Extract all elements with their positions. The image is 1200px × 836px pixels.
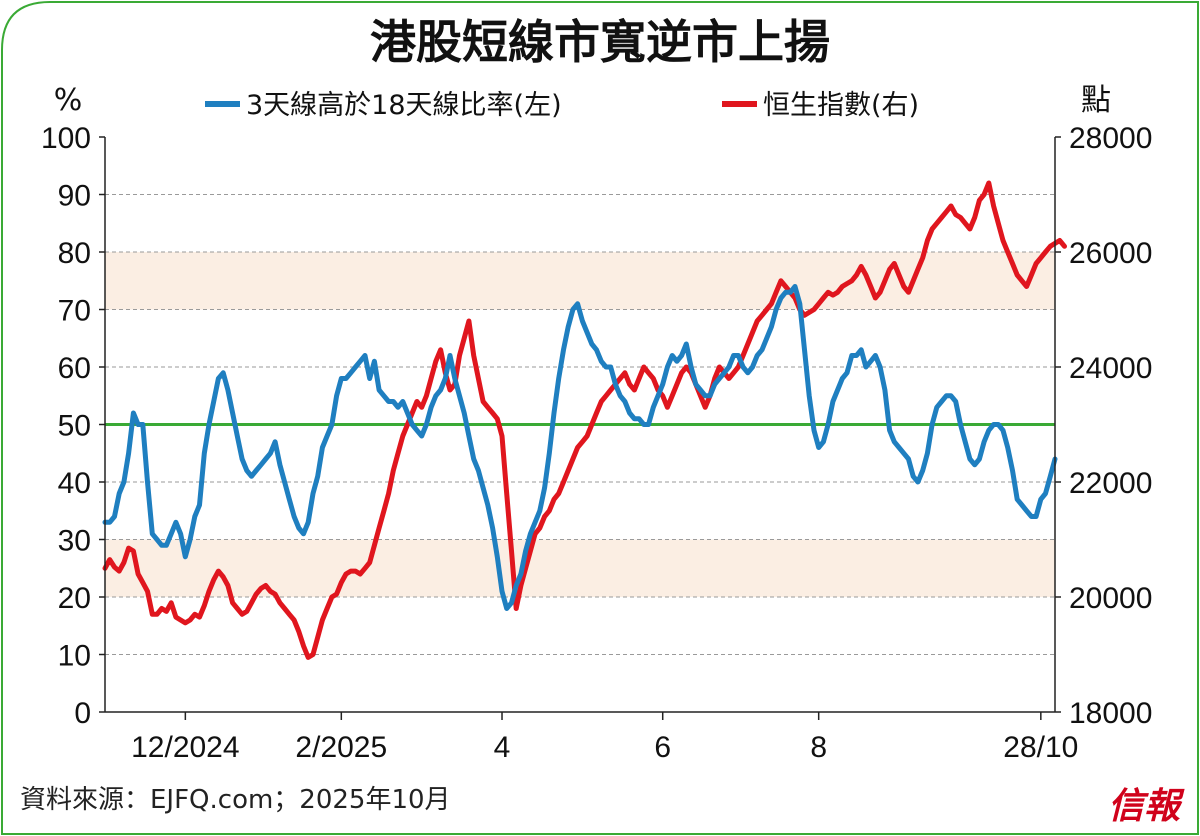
x-tick-label: 28/10 [1003, 731, 1078, 764]
left-tick-label: 70 [58, 295, 91, 328]
series-lines [102, 180, 1067, 660]
x-tick-label: 2/2025 [295, 731, 387, 764]
left-tick-label: 20 [58, 582, 91, 615]
legend-label-hsi: 恒生指數(右) [763, 90, 919, 121]
right-tick-label: 24000 [1069, 352, 1152, 385]
left-tick-label: 0 [74, 697, 91, 730]
right-tick-label: 28000 [1069, 122, 1152, 155]
x-tick-label: 8 [810, 731, 827, 764]
left-tick-label: 100 [41, 122, 91, 155]
x-tick-label: 12/2024 [131, 731, 239, 764]
left-tick-label: 40 [58, 467, 91, 500]
right-tick-label: 20000 [1069, 582, 1152, 615]
left-tick-label: 50 [58, 410, 91, 443]
right-axis-unit: 點 [1081, 83, 1111, 118]
x-tick-labels: 12/2024 2/2025 4 6 8 28/10 [131, 731, 1078, 764]
series-line-breadth [102, 284, 1058, 611]
left-tick-label: 10 [58, 640, 91, 673]
shaded-band-1 [105, 252, 1055, 310]
x-tick-label: 6 [654, 731, 671, 764]
left-tick-label: 90 [58, 180, 91, 213]
left-tick-label: 60 [58, 352, 91, 385]
left-tick-labels: 0 10 20 30 40 50 60 70 80 90 100 [41, 122, 91, 730]
right-tick-labels: 18000 20000 22000 24000 26000 28000 [1069, 122, 1152, 730]
legend: 3天線高於18天線比率(左) 恒生指數(右) [205, 90, 919, 121]
shaded-bands [105, 252, 1055, 597]
right-tick-label: 18000 [1069, 697, 1152, 730]
chart-title: 港股短線市寬逆市上揚 [370, 15, 830, 69]
left-tick-label: 30 [58, 525, 91, 558]
right-tick-label: 26000 [1069, 237, 1152, 270]
left-tick-label: 80 [58, 237, 91, 270]
right-tick-label: 22000 [1069, 467, 1152, 500]
axes [99, 136, 1061, 720]
source-note: 資料來源：EJFQ.com；2025年10月 [20, 785, 451, 815]
left-axis-unit: % [54, 83, 83, 118]
brand-logo: 信報 [1108, 785, 1185, 827]
shaded-band-0 [105, 539, 1055, 597]
series-line-hsi [102, 180, 1067, 660]
legend-label-breadth: 3天線高於18天線比率(左) [246, 90, 562, 121]
x-tick-label: 4 [494, 731, 511, 764]
